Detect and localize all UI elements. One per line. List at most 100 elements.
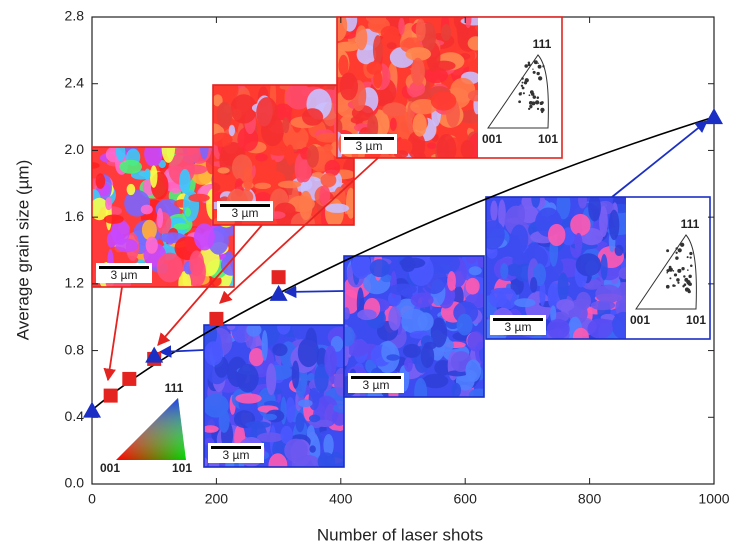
grain <box>588 197 601 222</box>
grain <box>280 425 293 444</box>
grain <box>369 259 390 278</box>
pole-dot <box>686 256 689 259</box>
pole-dot <box>666 249 670 253</box>
arrows <box>103 120 708 382</box>
grain <box>228 124 236 137</box>
grain <box>337 119 343 136</box>
insets: 3 µm 3 µm 3 µm 111 001 101 3 µm 3 µm 3 µm 111 001 1… <box>91 16 711 468</box>
grain <box>367 114 379 140</box>
grain <box>213 182 221 193</box>
pole-dot <box>536 71 540 76</box>
grain <box>324 198 344 225</box>
grain <box>572 298 591 307</box>
pole-dot <box>529 90 534 95</box>
grain <box>460 139 474 158</box>
pole-dot <box>538 76 543 81</box>
grain <box>285 396 296 423</box>
pole-dot <box>540 101 544 105</box>
pole-label: 101 <box>538 132 558 146</box>
pole-dot <box>537 62 539 64</box>
grain <box>297 159 312 183</box>
grain <box>261 330 268 361</box>
grain <box>468 388 484 397</box>
grain <box>156 252 183 283</box>
grain <box>144 147 163 167</box>
y-tick-label: 2.8 <box>65 8 85 24</box>
grain <box>431 60 456 71</box>
grain <box>270 159 277 176</box>
grain <box>217 167 230 174</box>
grain <box>539 280 546 307</box>
pole-dot <box>533 60 538 65</box>
grain <box>456 313 473 336</box>
grain <box>324 345 337 377</box>
grain <box>600 254 608 281</box>
key-label: 101 <box>172 461 192 475</box>
grain <box>386 42 397 50</box>
grain <box>434 360 452 376</box>
x-tick-label: 1000 <box>698 491 729 507</box>
pole-dot <box>665 284 670 289</box>
pole-label: 101 <box>686 313 706 327</box>
triangle-marker <box>83 401 101 418</box>
pole-dot <box>677 248 682 253</box>
pole-dot <box>687 282 691 286</box>
x-axis-title: Number of laser shots <box>317 525 483 544</box>
grain <box>140 204 153 215</box>
arrow <box>219 157 379 304</box>
grain <box>464 17 472 29</box>
grain <box>399 257 426 269</box>
pole-dot <box>666 269 670 273</box>
grain <box>466 256 477 264</box>
grain <box>171 147 199 156</box>
y-tick-label: 2.4 <box>65 74 85 90</box>
grain <box>319 185 331 206</box>
grain <box>496 287 517 310</box>
fit-curve <box>91 116 715 411</box>
grain <box>407 131 426 158</box>
grain <box>467 90 478 102</box>
inset-frame <box>343 255 485 398</box>
scale-bar <box>220 204 270 207</box>
grain <box>277 180 302 189</box>
grain <box>308 387 320 411</box>
pole-dot <box>682 285 685 288</box>
key-label: 111 <box>165 381 184 395</box>
pole-dot <box>677 281 680 284</box>
pole-dot <box>540 107 545 113</box>
pole-dot <box>689 251 693 256</box>
grain <box>173 223 190 230</box>
grain <box>517 204 526 225</box>
grain <box>430 317 448 348</box>
grain <box>156 208 164 229</box>
grain <box>325 203 350 213</box>
grain <box>144 168 151 181</box>
grain <box>296 140 307 150</box>
grain <box>611 311 626 339</box>
pole-dot <box>688 274 692 279</box>
pole-dot <box>666 271 669 274</box>
grain <box>324 159 341 177</box>
grain <box>498 199 506 229</box>
y-tick-label: 1.6 <box>65 208 85 224</box>
pole-dot <box>521 81 524 84</box>
grain <box>618 267 626 280</box>
ebsd-map <box>337 17 478 158</box>
grain <box>388 306 401 331</box>
grain <box>468 266 482 276</box>
grain <box>547 223 566 247</box>
arrow <box>283 285 345 299</box>
grain <box>204 457 208 467</box>
grain <box>556 299 575 312</box>
y-tick-label: 1.2 <box>65 275 85 291</box>
y-axis-title: Average grain size (µm) <box>13 160 32 341</box>
grain <box>398 17 405 36</box>
grain <box>308 414 321 423</box>
grain <box>266 363 277 396</box>
grain <box>314 363 329 393</box>
grain <box>465 277 480 295</box>
inset-frame <box>336 16 563 159</box>
grain <box>386 354 400 361</box>
grain <box>490 200 498 222</box>
scale-label: 3 µm <box>363 378 390 392</box>
